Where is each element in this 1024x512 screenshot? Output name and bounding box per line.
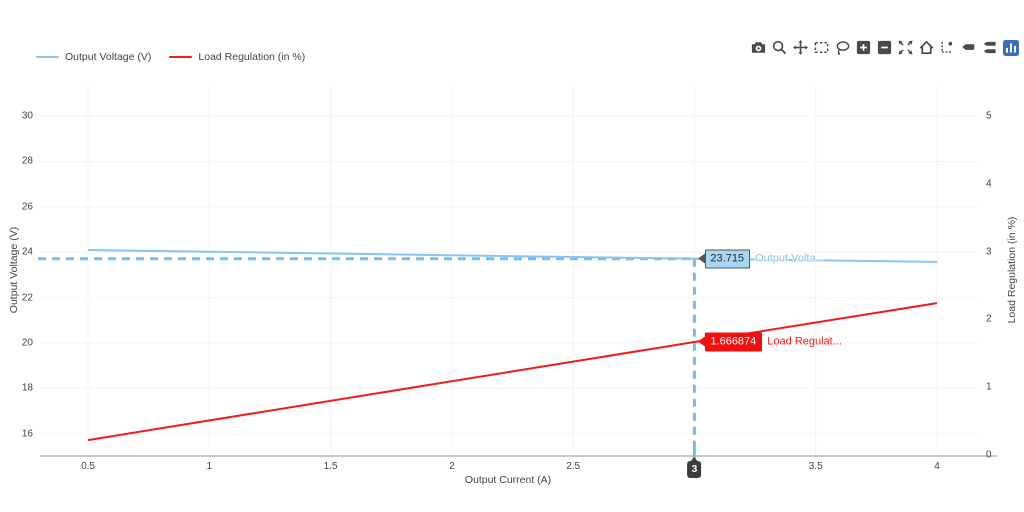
x-hover-badge: 3 bbox=[687, 461, 702, 478]
zoom-in-icon[interactable] bbox=[854, 38, 873, 57]
legend: Output Voltage (V) Load Regulation (in %… bbox=[36, 51, 305, 63]
hover-trace-load-regulation: Load Regulat... bbox=[767, 335, 842, 348]
lasso-select-icon[interactable] bbox=[833, 38, 852, 57]
x-tick-label: 0.5 bbox=[81, 461, 95, 472]
series-line-output-voltage bbox=[88, 249, 937, 263]
toggle-spikelines-icon[interactable] bbox=[938, 38, 957, 57]
zoom-out-icon[interactable] bbox=[875, 38, 894, 57]
x-tick-label: 2.5 bbox=[566, 461, 581, 472]
y-left-tick-label: 30 bbox=[21, 110, 33, 122]
camera-icon[interactable] bbox=[749, 38, 768, 57]
series-line-load-regulation bbox=[87, 302, 938, 442]
y-axis-right-title: Load Regulation (in %) bbox=[1006, 216, 1018, 324]
x-tick-label: 1 bbox=[206, 461, 213, 472]
hover-label-load-regulation: 1.666874 Load Regulat... bbox=[698, 332, 842, 352]
hover-label-output-voltage: 23.715 Output Volta... bbox=[698, 249, 825, 269]
x-axis-title: Output Current (A) bbox=[464, 474, 552, 486]
y-left-tick-label: 20 bbox=[21, 337, 33, 349]
y-left-tick-label: 18 bbox=[21, 382, 33, 394]
y-right-tick-label: 0 bbox=[986, 449, 992, 461]
hover-trace-output-voltage: Output Volta... bbox=[755, 252, 825, 265]
y-left-tick-label: 24 bbox=[21, 246, 33, 258]
y-right-tick-label: 3 bbox=[986, 246, 992, 258]
y-right-tick-label: 4 bbox=[986, 178, 992, 190]
zoom-icon[interactable] bbox=[770, 38, 789, 57]
y-left-tick-label: 22 bbox=[21, 292, 33, 304]
legend-item-load-regulation[interactable]: Load Regulation (in %) bbox=[169, 51, 305, 63]
legend-label-load-regulation: Load Regulation (in %) bbox=[198, 51, 306, 63]
legend-label-output-voltage: Output Voltage (V) bbox=[65, 51, 152, 63]
pan-icon[interactable] bbox=[791, 38, 810, 57]
box-select-icon[interactable] bbox=[812, 38, 831, 57]
hover-closest-icon[interactable] bbox=[959, 38, 978, 57]
x-tick-label: 4 bbox=[934, 461, 940, 472]
hover-value-load-regulation: 1.666874 bbox=[705, 332, 763, 352]
y-left-tick-label: 26 bbox=[21, 201, 33, 213]
y-right-tick-label: 2 bbox=[986, 313, 992, 325]
x-tick-label: 1.5 bbox=[323, 461, 338, 472]
legend-swatch-output-voltage bbox=[36, 56, 59, 58]
legend-item-output-voltage[interactable]: Output Voltage (V) bbox=[36, 51, 151, 63]
y-right-tick-label: 5 bbox=[986, 110, 992, 122]
tooltip-caret-icon bbox=[698, 336, 706, 347]
y-left-tick-label: 16 bbox=[21, 428, 33, 440]
reset-axes-icon[interactable] bbox=[917, 38, 936, 57]
tooltip-caret-icon bbox=[698, 253, 706, 264]
hover-compare-icon[interactable] bbox=[980, 38, 999, 57]
x-tick-label: 2 bbox=[449, 461, 455, 472]
y-axis-left-title: Output Voltage (V) bbox=[8, 226, 20, 314]
plotly-logo-icon[interactable] bbox=[1001, 38, 1020, 57]
autoscale-icon[interactable] bbox=[896, 38, 915, 57]
modebar bbox=[749, 38, 1020, 57]
hover-value-output-voltage: 23.715 bbox=[705, 249, 751, 269]
y-left-tick-label: 28 bbox=[21, 155, 33, 167]
y-right-tick-label: 1 bbox=[986, 381, 992, 393]
legend-swatch-load-regulation bbox=[169, 56, 193, 58]
x-tick-label: 3.5 bbox=[808, 461, 823, 472]
